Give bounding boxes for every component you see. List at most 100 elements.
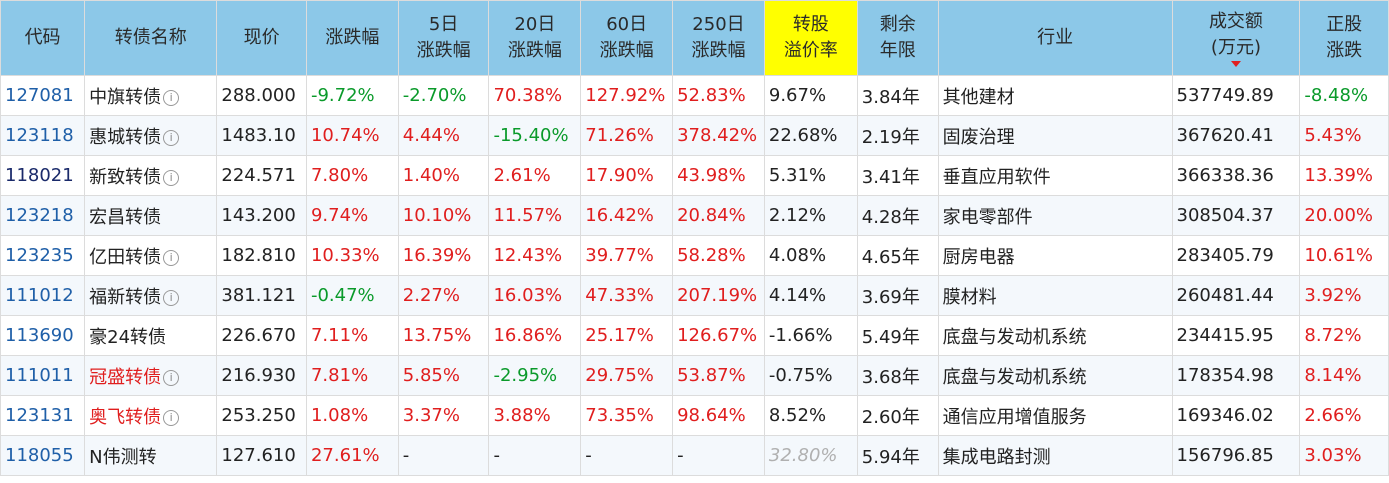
- col-header-premium[interactable]: 转股 溢价率: [763, 0, 858, 76]
- cell-price-text: 127.610: [221, 445, 296, 466]
- cell-years: 4.65年: [856, 235, 939, 276]
- cell-years: 2.60年: [856, 395, 939, 436]
- cell-code[interactable]: 111012: [0, 275, 86, 316]
- cell-name[interactable]: 亿田转债 i: [84, 235, 218, 276]
- cell-name[interactable]: 豪24转债: [84, 315, 218, 356]
- cell-industry: 通信应用增值服务: [937, 395, 1173, 436]
- cell-code[interactable]: 127081: [0, 75, 86, 116]
- table-row[interactable]: 123235 亿田转债 i 182.810 10.33% 16.39% 12.43% 39.7…: [0, 235, 1389, 276]
- table-row[interactable]: 127081 中旗转债 i 288.000 -9.72% -2.70% 70.38% 127.…: [0, 75, 1389, 116]
- cell-years-text: 4.65年: [861, 246, 920, 268]
- cell-code[interactable]: 123131: [0, 395, 86, 436]
- info-icon[interactable]: i: [163, 89, 180, 106]
- cell-change-20d-text: 70.38%: [493, 85, 563, 106]
- cell-change-60d: 73.35%: [580, 395, 674, 436]
- cell-name[interactable]: 冠盛转债 i: [84, 355, 218, 396]
- cell-industry: 厨房电器: [937, 235, 1173, 276]
- cell-code-text: 111012: [5, 285, 74, 306]
- table-row[interactable]: 118021 新致转债 i 224.571 7.80% 1.40% 2.61% 17.90% 4…: [0, 155, 1389, 196]
- cell-code-text: 127081: [5, 85, 74, 106]
- cell-volume: 178354.98: [1171, 355, 1301, 396]
- cell-years-text: 3.41年: [861, 166, 920, 188]
- info-icon[interactable]: i: [163, 169, 180, 186]
- col-header-change[interactable]: 涨跌幅: [305, 0, 399, 76]
- cell-change-5d-text: 10.10%: [402, 205, 472, 226]
- cell-change-5d-text: 4.44%: [402, 125, 460, 146]
- cell-change-20d-text: 11.57%: [493, 205, 563, 226]
- col-header-years[interactable]: 剩余 年限: [856, 0, 939, 76]
- table-row[interactable]: 123218 宏昌转债 143.200 9.74% 10.10% 11.57% 16.42%…: [0, 195, 1389, 236]
- cell-name[interactable]: 宏昌转债: [84, 195, 218, 236]
- cell-volume: 234415.95: [1171, 315, 1301, 356]
- col-header-change-20d[interactable]: 20日 涨跌幅: [488, 0, 582, 76]
- info-icon[interactable]: i: [163, 369, 180, 386]
- col-header-name[interactable]: 转债名称: [84, 0, 218, 76]
- cell-change-20d-text: 16.86%: [493, 325, 563, 346]
- cell-change-250d-text: 52.83%: [677, 85, 746, 106]
- cell-change-text: 10.33%: [310, 245, 380, 266]
- col-header-stock-change[interactable]: 正股 涨跌: [1299, 0, 1389, 76]
- info-icon[interactable]: i: [163, 249, 180, 266]
- cell-code-text: 123235: [5, 245, 74, 266]
- cell-change-250d: 53.87%: [672, 355, 765, 396]
- cell-price-text: 288.000: [221, 85, 296, 106]
- cell-code-text: 113690: [5, 325, 74, 346]
- col-header-volume[interactable]: 成交额 (万元): [1171, 0, 1301, 76]
- cell-premium-text: 8.52%: [768, 405, 827, 426]
- cell-code[interactable]: 113690: [0, 315, 86, 356]
- cell-change-5d-text: 5.85%: [402, 365, 460, 386]
- cell-price: 226.670: [216, 315, 307, 356]
- cell-name[interactable]: 惠城转债 i: [84, 115, 218, 156]
- table-row[interactable]: 111012 福新转债 i 381.121 -0.47% 2.27% 16.03% 47.33…: [0, 275, 1389, 316]
- col-header-price[interactable]: 现价: [216, 0, 307, 76]
- cell-code[interactable]: 111011: [0, 355, 86, 396]
- cell-volume: 367620.41: [1171, 115, 1301, 156]
- col-header-change-250d[interactable]: 250日 涨跌幅: [672, 0, 765, 76]
- cell-code[interactable]: 123118: [0, 115, 86, 156]
- cell-change-60d: 29.75%: [580, 355, 674, 396]
- cell-code[interactable]: 123218: [0, 195, 86, 236]
- cell-name[interactable]: 奥飞转债 i: [84, 395, 218, 436]
- col-header-industry[interactable]: 行业: [937, 0, 1173, 76]
- cell-price-text: 253.250: [221, 405, 296, 426]
- info-icon[interactable]: i: [163, 409, 180, 426]
- cell-code[interactable]: 123235: [0, 235, 86, 276]
- info-icon[interactable]: i: [163, 289, 180, 306]
- cell-stock-change-text: 8.14%: [1304, 365, 1362, 386]
- cell-code[interactable]: 118055: [0, 435, 86, 476]
- col-header-change-5d[interactable]: 5日 涨跌幅: [397, 0, 490, 76]
- cell-premium: 22.68%: [763, 115, 858, 156]
- table-row[interactable]: 118055 N伟测转 127.610 27.61% - - - - 32.80% 5.94年 集成…: [0, 435, 1389, 476]
- info-icon[interactable]: i: [163, 129, 180, 146]
- cell-stock-change-text: 13.39%: [1304, 165, 1374, 186]
- cell-name[interactable]: N伟测转: [84, 435, 218, 476]
- table-row[interactable]: 123131 奥飞转债 i 253.250 1.08% 3.37% 3.88% 73.35% 9…: [0, 395, 1389, 436]
- cell-change-5d-text: -: [402, 445, 410, 466]
- cell-industry-text: 集成电路封测: [942, 446, 1051, 468]
- cell-name[interactable]: 新致转债 i: [84, 155, 218, 196]
- table-row[interactable]: 113690 豪24转债 226.670 7.11% 13.75% 16.86% 25.17…: [0, 315, 1389, 356]
- table-row[interactable]: 111011 冠盛转债 i 216.930 7.81% 5.85% -2.95% 29.75%…: [0, 355, 1389, 396]
- cell-name[interactable]: 福新转债 i: [84, 275, 218, 316]
- cell-name[interactable]: 中旗转债 i: [84, 75, 218, 116]
- cell-code[interactable]: 118021: [0, 155, 86, 196]
- cell-stock-change: -8.48%: [1299, 75, 1389, 116]
- cell-stock-change: 5.43%: [1299, 115, 1389, 156]
- cell-change-60d: 16.42%: [580, 195, 674, 236]
- cell-premium: -0.75%: [763, 355, 858, 396]
- cell-years-text: 2.19年: [861, 126, 920, 148]
- cell-stock-change: 3.92%: [1299, 275, 1389, 316]
- cell-code-text: 111011: [5, 365, 74, 386]
- cell-change-5d: 3.37%: [397, 395, 490, 436]
- cell-change-60d: 17.90%: [580, 155, 674, 196]
- cell-change-20d: 3.88%: [488, 395, 582, 436]
- cell-name-text: N伟测转: [89, 446, 157, 468]
- cell-industry: 垂直应用软件: [937, 155, 1173, 196]
- col-header-code[interactable]: 代码: [0, 0, 86, 76]
- table-row[interactable]: 123118 惠城转债 i 1483.10 10.74% 4.44% -15.40% 71.2…: [0, 115, 1389, 156]
- col-header-change-60d[interactable]: 60日 涨跌幅: [580, 0, 674, 76]
- cell-change: 7.81%: [305, 355, 399, 396]
- cell-stock-change-text: 8.72%: [1304, 325, 1362, 346]
- cell-premium-text: 9.67%: [768, 85, 827, 106]
